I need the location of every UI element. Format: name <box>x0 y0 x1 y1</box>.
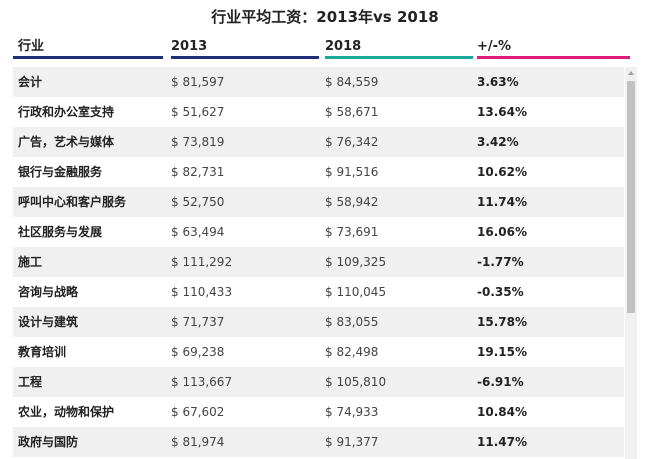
industry-cell: 呼叫中心和客户服务 <box>18 195 127 209</box>
change-cell: 15.78% <box>477 315 527 329</box>
industry-cell: 教育培训 <box>18 345 67 359</box>
change-cell: 3.42% <box>477 135 519 149</box>
salary-2013-cell: $ 113,667 <box>171 375 233 389</box>
column-header-industry: 行业 <box>13 38 163 59</box>
change-cell: 11.47% <box>477 435 527 449</box>
industry-cell: 咨询与战略 <box>18 285 79 299</box>
industry-cell: 农业，动物和保护 <box>18 405 115 419</box>
salary-2013-cell: $ 81,597 <box>171 75 225 89</box>
table-header: 行业 2013 2018 +/-% <box>0 38 650 62</box>
change-cell: 3.63% <box>477 75 519 89</box>
change-cell: 19.15% <box>477 345 527 359</box>
salary-2013-cell: $ 63,494 <box>171 225 225 239</box>
salary-2013-cell: $ 111,292 <box>171 255 233 269</box>
salary-2018-cell: $ 105,810 <box>325 375 387 389</box>
change-cell: 10.62% <box>477 165 527 179</box>
industry-cell: 广告，艺术与媒体 <box>18 135 115 149</box>
salary-2013-cell: $ 73,819 <box>171 135 225 149</box>
salary-2018-cell: $ 58,942 <box>325 195 379 209</box>
table-row: 社区服务与发展 $ 63,494 $ 73,691 16.06% <box>13 217 624 247</box>
table-row: 工程 $ 113,667 $ 105,810 -6.91% <box>13 367 624 397</box>
table-row: 银行与金融服务 $ 82,731 $ 91,516 10.62% <box>13 157 624 187</box>
column-header-2013-underline <box>171 56 319 59</box>
column-header-2013-label: 2013 <box>171 39 208 54</box>
column-header-2013: 2013 <box>171 38 319 59</box>
industry-cell: 会计 <box>18 75 43 89</box>
column-header-2018-label: 2018 <box>325 39 362 54</box>
table-row: 教育培训 $ 69,238 $ 82,498 19.15% <box>13 337 624 367</box>
table-row: 设计与建筑 $ 71,737 $ 83,055 15.78% <box>13 307 624 337</box>
vertical-scrollbar[interactable] <box>625 67 637 459</box>
industry-cell: 工程 <box>18 375 43 389</box>
column-header-industry-underline <box>13 56 163 59</box>
change-cell: 10.84% <box>477 405 527 419</box>
change-cell: 11.74% <box>477 195 527 209</box>
change-cell: 13.64% <box>477 105 527 119</box>
table-row: 政府与国防 $ 81,974 $ 91,377 11.47% <box>13 427 624 457</box>
change-cell: -6.91% <box>477 375 524 389</box>
table-row: 会计 $ 81,597 $ 84,559 3.63% <box>13 67 624 97</box>
salary-2013-cell: $ 51,627 <box>171 105 225 119</box>
scrollbar-thumb[interactable] <box>627 81 635 313</box>
column-header-2018: 2018 <box>325 38 473 59</box>
table-title: 行业平均工资：2013年vs 2018 <box>211 8 439 26</box>
industry-cell: 政府与国防 <box>18 435 79 449</box>
change-cell: -0.35% <box>477 285 524 299</box>
table-row: 咨询与战略 $ 110,433 $ 110,045 -0.35% <box>13 277 624 307</box>
change-cell: 16.06% <box>477 225 527 239</box>
salary-2018-cell: $ 91,377 <box>325 435 379 449</box>
column-header-industry-label: 行业 <box>18 39 45 54</box>
salary-2013-cell: $ 67,602 <box>171 405 225 419</box>
salary-2018-cell: $ 83,055 <box>325 315 379 329</box>
salary-2013-cell: $ 52,750 <box>171 195 225 209</box>
salary-2013-cell: $ 110,433 <box>171 285 233 299</box>
salary-2018-cell: $ 84,559 <box>325 75 379 89</box>
salary-2018-cell: $ 82,498 <box>325 345 379 359</box>
salary-2013-cell: $ 71,737 <box>171 315 225 329</box>
salary-2013-cell: $ 81,974 <box>171 435 225 449</box>
table-row: 广告，艺术与媒体 $ 73,819 $ 76,342 3.42% <box>13 127 624 157</box>
salary-2013-cell: $ 69,238 <box>171 345 225 359</box>
salary-2018-cell: $ 110,045 <box>325 285 387 299</box>
table-row: 行政和办公室支持 $ 51,627 $ 58,671 13.64% <box>13 97 624 127</box>
change-cell: -1.77% <box>477 255 524 269</box>
salary-2018-cell: $ 109,325 <box>325 255 387 269</box>
table-row: 农业，动物和保护 $ 67,602 $ 74,933 10.84% <box>13 397 624 427</box>
industry-cell: 社区服务与发展 <box>18 225 103 239</box>
salary-2018-cell: $ 74,933 <box>325 405 379 419</box>
salary-2018-cell: $ 58,671 <box>325 105 379 119</box>
table-row: 呼叫中心和客户服务 $ 52,750 $ 58,942 11.74% <box>13 187 624 217</box>
table-row: 施工 $ 111,292 $ 109,325 -1.77% <box>13 247 624 277</box>
column-header-change-underline <box>477 56 630 59</box>
triangle-up-icon[interactable] <box>625 67 637 79</box>
salary-2018-cell: $ 73,691 <box>325 225 379 239</box>
salary-2013-cell: $ 82,731 <box>171 165 225 179</box>
table-body: 会计 $ 81,597 $ 84,559 3.63% 行政和办公室支持 $ 51,627 $… <box>13 67 624 457</box>
industry-cell: 设计与建筑 <box>18 315 79 329</box>
industry-cell: 行政和办公室支持 <box>18 105 115 119</box>
salary-2018-cell: $ 76,342 <box>325 135 379 149</box>
industry-cell: 施工 <box>18 255 43 269</box>
salary-2018-cell: $ 91,516 <box>325 165 379 179</box>
industry-cell: 银行与金融服务 <box>18 165 103 179</box>
column-header-change: +/-% <box>477 38 630 59</box>
column-header-2018-underline <box>325 56 473 59</box>
column-header-change-label: +/-% <box>477 39 512 54</box>
